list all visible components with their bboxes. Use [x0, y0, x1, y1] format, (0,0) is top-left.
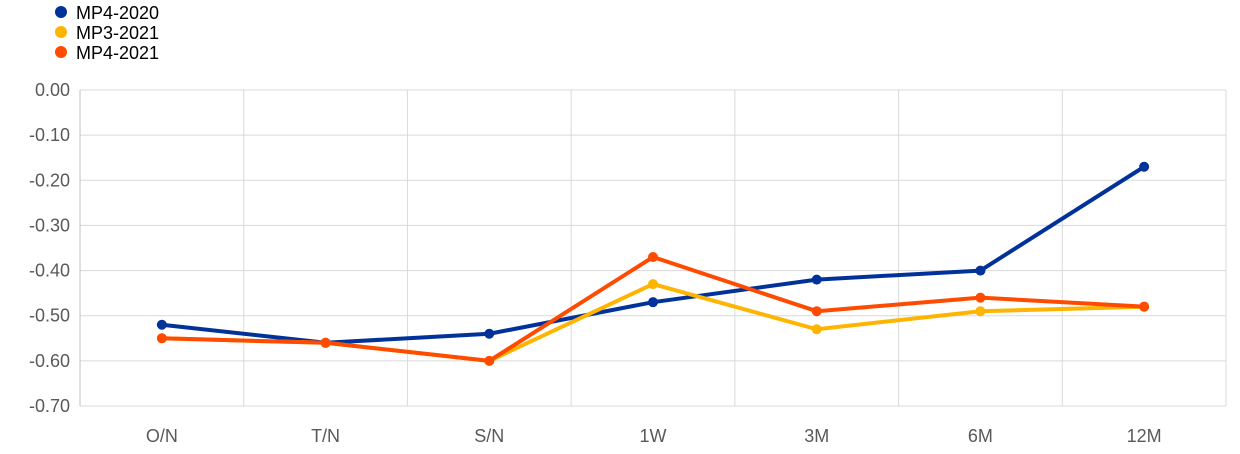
legend-entry: MP4-2021	[55, 43, 159, 63]
x-tick-label: O/N	[146, 426, 178, 446]
data-point	[811, 306, 822, 317]
legend-entry: MP4-2020	[55, 3, 159, 23]
data-point	[484, 328, 495, 339]
x-tick-label: 12M	[1127, 426, 1162, 446]
x-tick-label: S/N	[474, 426, 504, 446]
data-point	[811, 324, 822, 335]
legend-marker	[55, 6, 67, 18]
grid	[79, 89, 1227, 407]
y-tick-label: -0.70	[29, 396, 70, 416]
data-point	[156, 333, 167, 344]
data-point	[975, 265, 986, 276]
data-point	[811, 274, 822, 285]
data-point	[648, 279, 658, 290]
data-point	[1139, 161, 1150, 172]
legend-label: MP4-2020	[76, 3, 159, 23]
legend-label: MP3-2021	[76, 23, 159, 43]
y-tick-label: -0.60	[29, 351, 70, 371]
x-tick-label: 6M	[968, 426, 993, 446]
series	[156, 161, 1150, 366]
data-point	[975, 306, 986, 317]
series-mp3-2021	[156, 279, 1150, 366]
data-point	[648, 252, 658, 263]
y-tick-label: -0.10	[29, 125, 70, 145]
legend-marker	[55, 46, 67, 58]
y-tick-label: -0.20	[29, 170, 70, 190]
data-point	[156, 319, 167, 330]
y-tick-label: 0.00	[35, 80, 70, 100]
data-point	[320, 337, 331, 348]
series-line	[159, 282, 1147, 363]
y-tick-label: -0.50	[29, 306, 70, 326]
data-point	[484, 355, 495, 366]
y-tick-label: -0.30	[29, 215, 70, 235]
legend-label: MP4-2021	[76, 43, 159, 63]
x-tick-label: T/N	[311, 426, 340, 446]
axes: 0.00 -0.10 -0.20 -0.30 -0.40 -0.50 -0.60 -0.70 O…	[29, 80, 1162, 446]
x-tick-label: 3M	[804, 426, 829, 446]
x-tick-label: 1W	[640, 426, 667, 446]
legend-marker	[55, 26, 67, 38]
y-tick-label: -0.40	[29, 261, 70, 281]
data-point	[648, 297, 658, 308]
data-point	[1139, 301, 1150, 312]
data-point	[975, 292, 986, 303]
legend-entry: MP3-2021	[55, 23, 159, 43]
series-mp4-2021	[156, 252, 1150, 366]
